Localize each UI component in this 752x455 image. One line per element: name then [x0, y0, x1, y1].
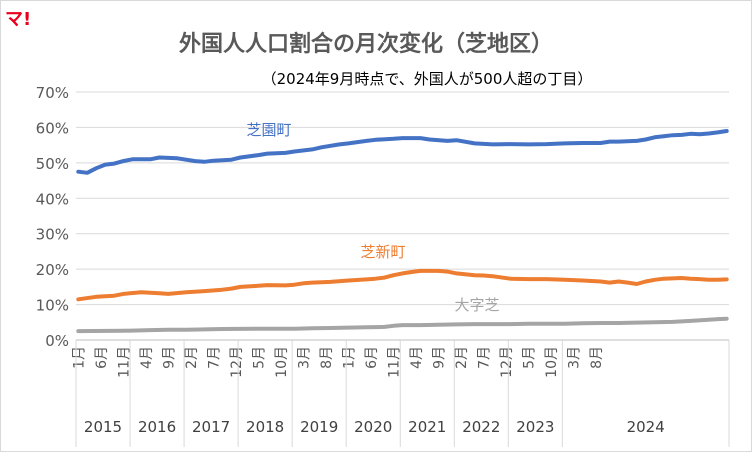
x-month-label: 10月 [544, 346, 560, 378]
x-month-label: 4月 [139, 346, 155, 369]
x-year-label: 2021 [408, 418, 446, 436]
x-year-label: 2017 [192, 418, 230, 436]
x-year-label: 2015 [84, 418, 122, 436]
x-month-label: 7月 [206, 346, 222, 369]
x-month-label: 12月 [229, 346, 245, 378]
series-line-1 [76, 129, 729, 175]
x-month-label: 5月 [251, 346, 267, 369]
chart-title: 外国人人口割合の月次変化（芝地区） [179, 31, 553, 57]
x-year-label: 2018 [246, 418, 284, 436]
x-month-label: 6月 [94, 346, 110, 369]
series-line-3 [76, 316, 729, 334]
x-year-label: 2024 [627, 418, 665, 436]
series-label: 芝園町 [246, 121, 291, 139]
x-month-label: 2月 [184, 346, 200, 369]
y-tick-label: 50% [36, 155, 69, 173]
x-month-label: 9月 [161, 346, 177, 369]
x-month-label: 7月 [477, 346, 493, 369]
x-month-label: 11月 [116, 346, 132, 378]
y-tick-label: 60% [36, 119, 69, 137]
y-tick-label: 70% [36, 84, 69, 102]
x-month-label: 3月 [567, 346, 583, 369]
x-month-label: 1月 [71, 346, 87, 369]
x-month-label: 6月 [364, 346, 380, 369]
x-month-label: 1月 [341, 346, 357, 369]
x-year-label: 2019 [300, 418, 338, 436]
x-year-label: 2023 [516, 418, 554, 436]
series-lines [76, 129, 729, 334]
x-month-label: 10月 [274, 346, 290, 378]
y-tick-label: 10% [36, 297, 69, 315]
x-month-label: 12月 [499, 346, 515, 378]
x-month-label: 8月 [589, 346, 605, 369]
x-month-label: 2月 [454, 346, 470, 369]
y-tick-label: 40% [36, 190, 69, 208]
chart-subtitle: （2024年9月時点で、外国人が500人超の丁目） [262, 70, 593, 88]
x-month-label: 8月 [319, 346, 335, 369]
x-year-label: 2020 [354, 418, 392, 436]
y-tick-label: 0% [45, 332, 69, 350]
axes: 0% 10% 20% 30% 40% 50% 60% 70% 1月 6月 11月 4月 9月 2月 7月 12… [36, 84, 730, 447]
y-tick-label: 30% [36, 226, 69, 244]
x-month-label: 9月 [432, 346, 448, 369]
series-label: 大字芝 [454, 296, 499, 314]
y-tick-label: 20% [36, 261, 69, 279]
series-label: 芝新町 [360, 243, 405, 261]
logo-mark: マ! [5, 9, 31, 30]
x-month-label: 3月 [296, 346, 312, 369]
x-year-label: 2022 [462, 418, 500, 436]
series-line-2 [76, 268, 729, 302]
gridlines [76, 91, 729, 306]
x-month-label: 4月 [409, 346, 425, 369]
x-month-label: 5月 [522, 346, 538, 369]
x-month-label: 11月 [386, 346, 402, 378]
x-year-label: 2016 [138, 418, 176, 436]
